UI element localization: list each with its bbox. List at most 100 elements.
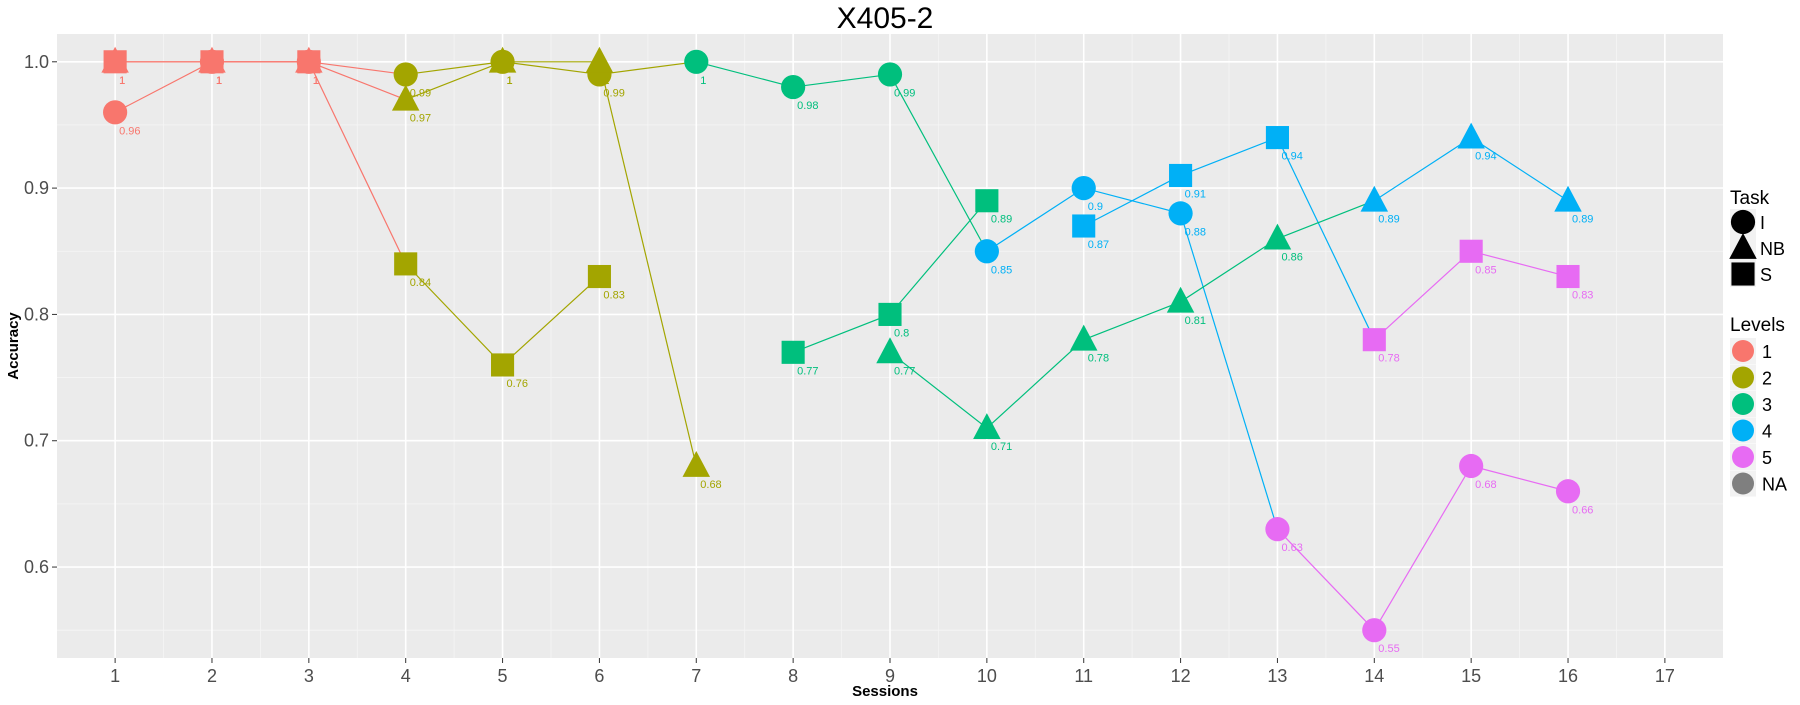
legend-level-label: 5 xyxy=(1762,448,1772,468)
series-connector-line xyxy=(1276,137,1375,340)
data-label: 0.99 xyxy=(410,87,431,99)
data-label: 1 xyxy=(507,75,513,87)
data-label: 0.63 xyxy=(1281,542,1302,554)
data-point-nb-level-4 xyxy=(1457,122,1485,149)
x-tick-label: 2 xyxy=(207,666,217,686)
data-label: 1 xyxy=(119,75,125,87)
x-tick-label: 4 xyxy=(401,666,411,686)
data-point-s-level-2 xyxy=(491,353,515,377)
data-label: 1 xyxy=(216,75,222,87)
data-point-nb-level-2 xyxy=(585,46,614,73)
data-label: 1 xyxy=(700,75,706,87)
series-connector-line xyxy=(1277,200,1375,240)
data-label: 0.94 xyxy=(1281,151,1302,163)
legend-level-1-swatch xyxy=(1732,340,1754,362)
legend-level-label: 3 xyxy=(1762,395,1772,415)
data-point-s-level-4 xyxy=(1169,163,1193,188)
series-line-nb-level-2 xyxy=(405,61,697,467)
data-point-nb-level-2 xyxy=(682,450,711,477)
data-point-i-level-4 xyxy=(1071,176,1096,201)
x-tick-label: 15 xyxy=(1461,666,1481,686)
x-tick-label: 3 xyxy=(304,666,314,686)
data-point-nb-level-4 xyxy=(1554,185,1582,212)
legend-level-label: 2 xyxy=(1762,369,1772,389)
data-point-s-level-4 xyxy=(1072,214,1096,238)
data-point-s-level-3 xyxy=(878,302,902,326)
data-label: 0.78 xyxy=(1378,353,1399,365)
data-point-i-level-3 xyxy=(781,74,806,100)
data-label: 1 xyxy=(216,75,222,87)
data-point-nb-level-3 xyxy=(973,413,1001,439)
data-label: 0.99 xyxy=(603,87,624,99)
data-point-i-level-3 xyxy=(684,49,709,74)
legend-levels-title: Levels xyxy=(1730,315,1785,336)
data-label: 0.98 xyxy=(797,100,818,112)
data-label: 1 xyxy=(313,75,319,87)
data-point-i-level-5 xyxy=(1265,517,1290,542)
legend-task-label: I xyxy=(1760,213,1765,233)
data-label: 0.83 xyxy=(603,290,624,302)
data-point-nb-level-3 xyxy=(1069,324,1098,351)
legend-level-label: 4 xyxy=(1762,422,1772,442)
y-tick-label: 0.7 xyxy=(24,431,49,451)
data-point-s-level-3 xyxy=(975,189,999,213)
x-tick-label: 17 xyxy=(1655,666,1675,686)
data-point-s-level-5 xyxy=(1362,328,1386,352)
series-connector-line xyxy=(1180,213,1279,530)
legend-task-i-icon xyxy=(1730,209,1756,235)
data-point-s-level-1 xyxy=(103,50,127,74)
data-label: 0.68 xyxy=(1475,479,1496,491)
data-label: 0.66 xyxy=(1572,504,1593,516)
data-label: 0.77 xyxy=(894,365,915,377)
data-point-nb-level-3 xyxy=(876,337,904,364)
data-label: 0.89 xyxy=(1378,214,1399,226)
data-point-nb-level-2 xyxy=(488,46,517,73)
legend: Task I NB S Levels 1 2 3 4 5 NA xyxy=(1729,188,1787,497)
series-line-i-level-5 xyxy=(1277,465,1569,632)
legend-level-3-swatch xyxy=(1732,393,1754,415)
x-tick-label: 16 xyxy=(1558,666,1578,686)
data-point-s-level-5 xyxy=(1556,264,1580,289)
data-label: 0.94 xyxy=(1475,151,1496,163)
data-label: 0.68 xyxy=(700,479,721,491)
series-connector-line xyxy=(308,61,407,265)
y-tick-label: 0.9 xyxy=(24,178,49,198)
data-label: 0.85 xyxy=(1475,264,1496,276)
data-label: 0.91 xyxy=(1185,188,1206,200)
legend-level-label: 1 xyxy=(1762,342,1772,362)
x-tick-label: 12 xyxy=(1171,666,1191,686)
legend-task-title: Task xyxy=(1730,188,1770,209)
data-point-nb-level-2 xyxy=(391,84,420,111)
data-label: 0.55 xyxy=(1378,643,1399,655)
data-point-nb-level-4 xyxy=(1360,185,1389,212)
data-label: 0.71 xyxy=(991,441,1012,453)
data-point-s-level-2 xyxy=(587,264,611,289)
data-label: 0.89 xyxy=(991,214,1012,226)
data-point-i-level-3 xyxy=(877,62,903,87)
x-tick-label: 13 xyxy=(1267,666,1287,686)
x-tick-label: 14 xyxy=(1364,666,1384,686)
x-tick-label: 1 xyxy=(110,666,120,686)
data-point-nb-level-3 xyxy=(1263,223,1292,250)
y-tick-label: 1.0 xyxy=(24,52,49,72)
data-point-s-level-1 xyxy=(297,50,321,74)
data-label: 0.88 xyxy=(1185,226,1206,238)
data-label: 0.78 xyxy=(1088,353,1109,365)
data-label: 0.81 xyxy=(1185,315,1206,327)
legend-level-label: NA xyxy=(1762,475,1787,495)
data-point-i-level-5 xyxy=(1555,479,1581,504)
legend-task-label: S xyxy=(1760,265,1772,285)
data-point-s-level-2 xyxy=(394,252,418,276)
data-label: 1 xyxy=(119,75,125,87)
series-connector-line xyxy=(308,61,406,76)
data-label: 1 xyxy=(313,75,319,87)
data-label: 1 xyxy=(507,75,513,87)
data-label: 0.8 xyxy=(894,327,909,339)
data-point-s-level-5 xyxy=(1459,239,1483,263)
data-point-nb-level-3 xyxy=(1166,286,1195,313)
y-tick-label: 0.8 xyxy=(24,304,49,324)
data-label: 0.9 xyxy=(1088,201,1103,213)
